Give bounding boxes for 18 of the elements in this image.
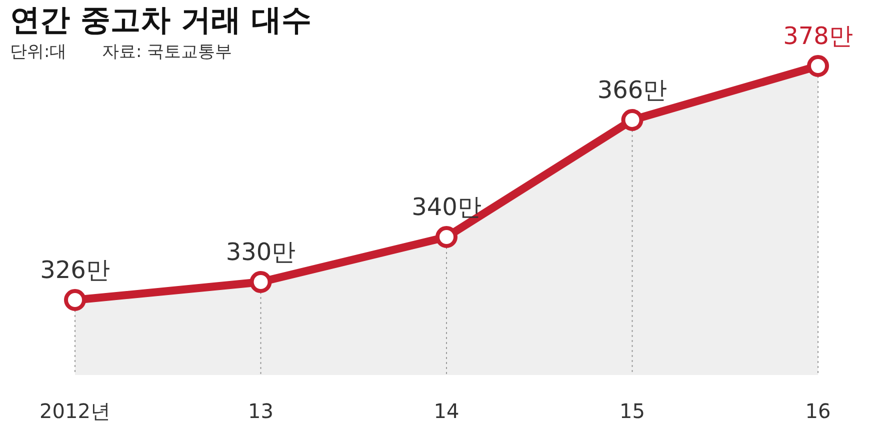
point <box>621 109 644 131</box>
data-label: 326만 <box>40 256 110 284</box>
x-tick-label: 15 <box>620 399 645 423</box>
chart-title: 연간 중고차 거래 대수 <box>10 3 312 38</box>
x-tick-label: 14 <box>434 399 460 423</box>
point <box>807 55 829 77</box>
data-label: 330만 <box>226 238 296 266</box>
point <box>250 271 272 293</box>
text: 자료: 국토교통부 <box>102 42 232 62</box>
x-tick-label: 16 <box>805 399 831 423</box>
data-label: 366만 <box>597 76 668 104</box>
x-tick-label: 13 <box>248 399 274 423</box>
chart-subtitle: 단위:대 <box>10 42 67 62</box>
point <box>64 289 86 311</box>
point <box>436 226 458 248</box>
data-label: 378만 <box>783 22 853 50</box>
x-tick-label: 2012년 <box>40 399 110 423</box>
data-label: 340만 <box>412 193 482 221</box>
